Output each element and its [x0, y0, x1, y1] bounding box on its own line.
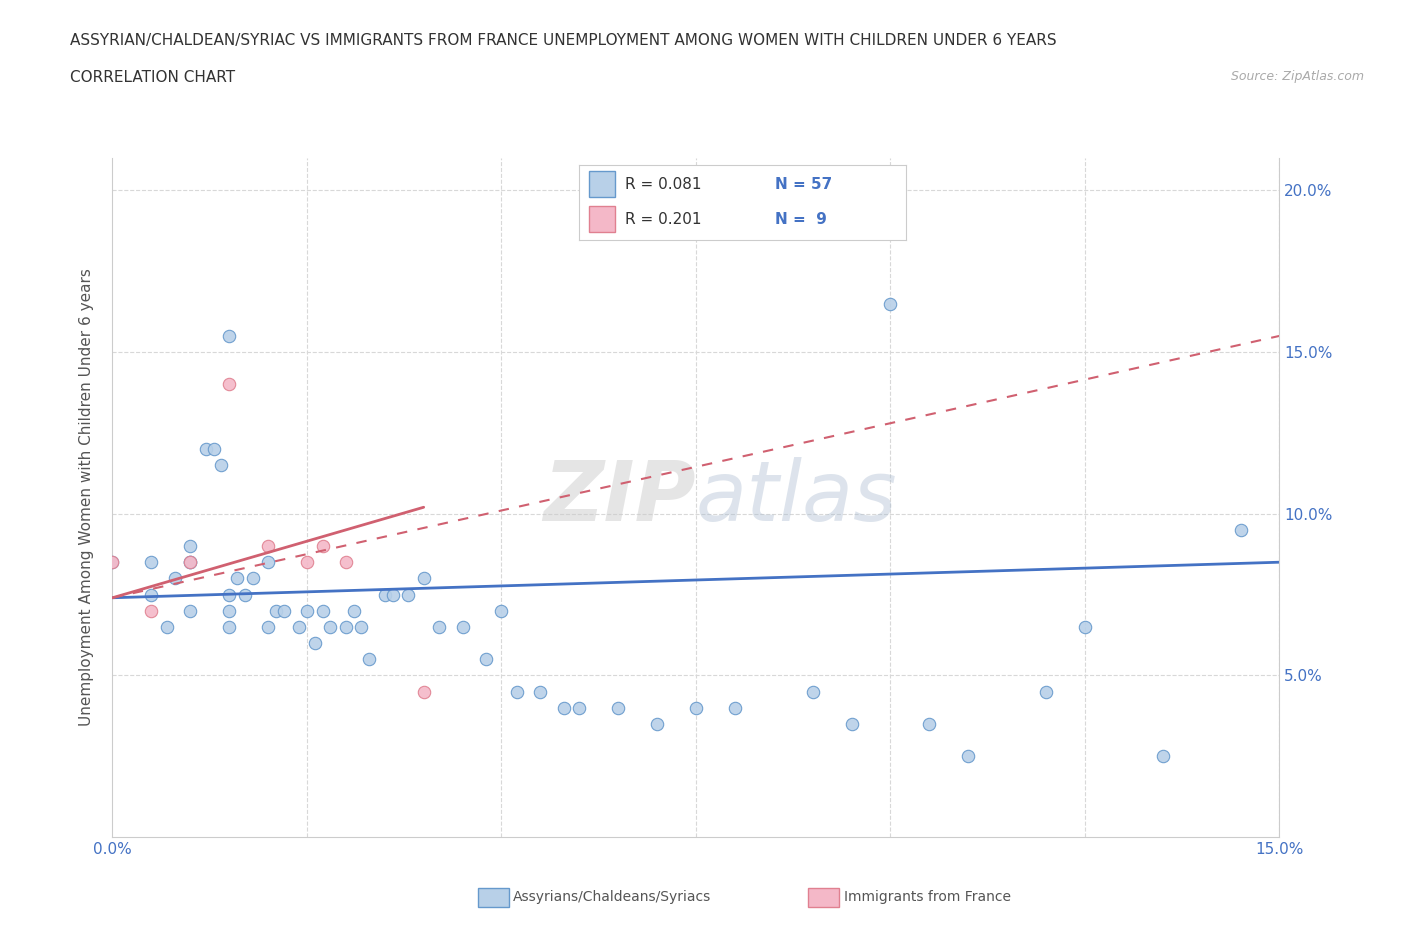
Point: [233, 587, 256, 602]
Point: [202, 442, 225, 457]
Point: [101, 555, 124, 570]
Point: [288, 619, 311, 634]
Point: [179, 538, 201, 553]
Point: [427, 619, 450, 634]
Point: [1035, 684, 1057, 699]
Point: [218, 377, 240, 392]
Point: [506, 684, 529, 699]
Point: [1074, 619, 1097, 634]
Text: atlas: atlas: [696, 457, 897, 538]
Text: ZIP: ZIP: [543, 457, 696, 538]
Text: Assyrians/Chaldeans/Syriacs: Assyrians/Chaldeans/Syriacs: [513, 890, 711, 905]
Point: [359, 652, 381, 667]
Point: [685, 700, 707, 715]
Point: [179, 555, 201, 570]
Point: [257, 555, 280, 570]
Point: [264, 604, 287, 618]
Point: [879, 296, 901, 311]
Text: Source: ZipAtlas.com: Source: ZipAtlas.com: [1230, 70, 1364, 83]
Point: [529, 684, 551, 699]
Point: [645, 716, 668, 731]
Point: [801, 684, 824, 699]
Point: [179, 555, 201, 570]
Point: [381, 587, 404, 602]
Point: [226, 571, 249, 586]
Point: [156, 619, 179, 634]
Point: [311, 538, 333, 553]
Point: [918, 716, 941, 731]
Point: [491, 604, 513, 618]
Point: [295, 555, 318, 570]
Point: [179, 604, 201, 618]
Point: [218, 604, 240, 618]
Text: Immigrants from France: Immigrants from France: [844, 890, 1011, 905]
Point: [141, 555, 163, 570]
Point: [957, 749, 980, 764]
Point: [335, 619, 357, 634]
Point: [273, 604, 295, 618]
Point: [374, 587, 396, 602]
Text: CORRELATION CHART: CORRELATION CHART: [70, 70, 235, 85]
Point: [295, 604, 318, 618]
Y-axis label: Unemployment Among Women with Children Under 6 years: Unemployment Among Women with Children U…: [79, 269, 94, 726]
Point: [350, 619, 373, 634]
Point: [179, 555, 201, 570]
Point: [553, 700, 575, 715]
Point: [311, 604, 333, 618]
Point: [101, 555, 124, 570]
Point: [141, 587, 163, 602]
Point: [724, 700, 747, 715]
Point: [568, 700, 591, 715]
Point: [163, 571, 186, 586]
Point: [412, 571, 434, 586]
Point: [257, 538, 280, 553]
Point: [841, 716, 863, 731]
Point: [242, 571, 264, 586]
Point: [335, 555, 357, 570]
Point: [451, 619, 474, 634]
Point: [412, 684, 434, 699]
Point: [209, 458, 232, 472]
Point: [218, 619, 240, 634]
Point: [475, 652, 498, 667]
Point: [319, 619, 342, 634]
Point: [304, 635, 326, 650]
Point: [607, 700, 630, 715]
Text: ASSYRIAN/CHALDEAN/SYRIAC VS IMMIGRANTS FROM FRANCE UNEMPLOYMENT AMONG WOMEN WITH: ASSYRIAN/CHALDEAN/SYRIAC VS IMMIGRANTS F…: [70, 33, 1057, 47]
Point: [1229, 523, 1251, 538]
Point: [396, 587, 419, 602]
Point: [343, 604, 366, 618]
Point: [218, 328, 240, 343]
Point: [194, 442, 217, 457]
Point: [141, 604, 163, 618]
Point: [1152, 749, 1174, 764]
Point: [257, 619, 280, 634]
Point: [218, 587, 240, 602]
